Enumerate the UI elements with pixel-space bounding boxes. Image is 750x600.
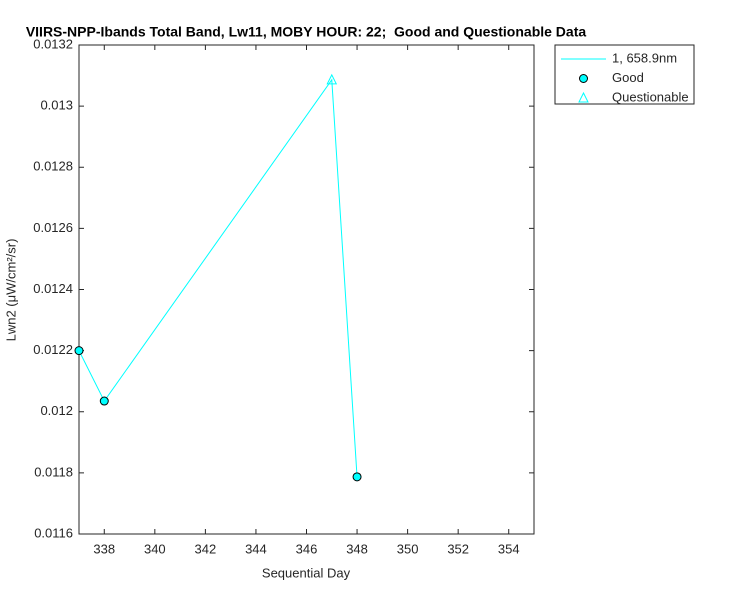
chart-title: VIIRS-NPP-Ibands Total Band, Lw11, MOBY … [26, 24, 587, 40]
marker-good [352, 472, 362, 482]
x-tick-label: 348 [346, 541, 368, 556]
legend-box [554, 44, 695, 105]
y-tick-label: 0.0122 [33, 342, 73, 357]
x-tick-label: 340 [144, 541, 166, 556]
y-tick-label: 0.013 [40, 98, 73, 113]
marker-questionable [578, 91, 589, 103]
series-line [78, 78, 358, 477]
legend-label: Good [612, 70, 644, 85]
x-tick-label: 352 [447, 541, 469, 556]
legend: 1, 658.9nm Good Questionable [554, 44, 695, 105]
marker-good [99, 396, 109, 406]
x-tick-label: 346 [296, 541, 318, 556]
x-tick-label: 344 [245, 541, 267, 556]
x-axis-label: Sequential Day [262, 565, 351, 580]
y-tick-label: 0.0132 [33, 36, 73, 51]
y-tick-label: 0.0118 [34, 464, 73, 479]
y-tick-label: 0.0126 [33, 220, 73, 235]
plot-area [78, 44, 535, 535]
y-tick-label: 0.0128 [33, 159, 73, 174]
y-axis-label: Lwn2 (μW/cm²/sr) [3, 239, 18, 342]
y-tick-label: 0.012 [40, 403, 73, 418]
y-tick-label: 0.0116 [34, 525, 73, 540]
legend-label: 1, 658.9nm [612, 50, 677, 65]
x-tick-label: 354 [498, 541, 520, 556]
marker-good [74, 346, 84, 356]
y-tick-label: 0.0124 [33, 281, 73, 296]
x-tick-label: 338 [93, 541, 115, 556]
marker-good [579, 74, 588, 83]
x-tick-label: 342 [195, 541, 217, 556]
legend-label: Questionable [612, 89, 689, 104]
marker-questionable [326, 73, 338, 85]
x-tick-label: 350 [397, 541, 419, 556]
